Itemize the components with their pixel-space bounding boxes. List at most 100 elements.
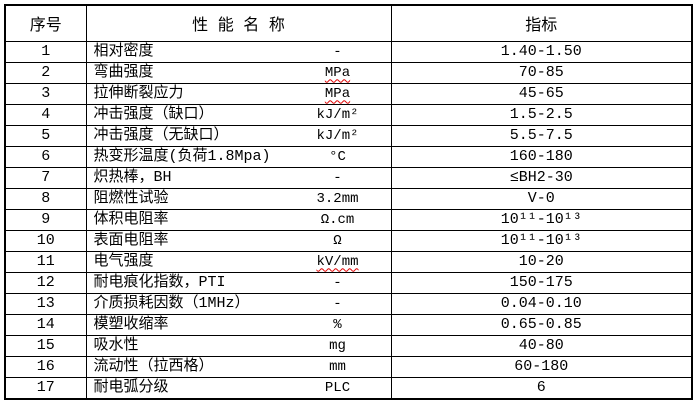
value-label: ≤BH2-30 (509, 168, 573, 186)
name-unit-wrapper: 热变形温度(负荷1.8Mpa) °C (87, 147, 390, 166)
unit-label: Ω.cm (320, 211, 355, 228)
name-unit-wrapper: 弯曲强度 MPa (87, 63, 390, 82)
row-number: 4 (41, 105, 51, 123)
cell-value: 5.5-7.5 (390, 124, 693, 147)
property-name-label: 介质损耗因数（1MHz） (93, 294, 250, 312)
table-row: 13 介质损耗因数（1MHz） - 0.04-0.10 (4, 292, 693, 315)
property-name-label: 吸水性 (93, 336, 139, 354)
table-header: 序号 性 能 名 称 指标 (4, 4, 693, 42)
table-row: 8 阻燃性试验 3.2mm V-0 (4, 187, 693, 210)
header-index-label: 序号 (29, 17, 62, 36)
table-row: 2 弯曲强度 MPa 70-85 (4, 61, 693, 84)
spec-table: 序号 性 能 名 称 指标 1 相对密度 - 1.40-1.50 (4, 4, 693, 400)
cell-name-unit: 电气强度 kV/mm (85, 250, 392, 273)
property-name-label: 弯曲强度 (93, 63, 154, 81)
row-number: 5 (41, 126, 51, 144)
row-number: 3 (41, 84, 51, 102)
unit-label: MPa (324, 64, 351, 81)
cell-name-unit: 体积电阻率 Ω.cm (85, 208, 392, 231)
property-name-label: 模塑收缩率 (93, 315, 169, 333)
unit-label: kV/mm (316, 253, 359, 270)
table-row: 10 表面电阻率 Ω 10¹¹-10¹³ (4, 229, 693, 252)
cell-value: V-0 (390, 187, 693, 210)
table-row: 4 冲击强度（缺口） kJ/m² 1.5-2.5 (4, 103, 693, 126)
row-number: 2 (41, 63, 51, 81)
cell-value: 0.04-0.10 (390, 292, 693, 315)
cell-name-unit: 耐电痕化指数，PTI - (85, 271, 392, 294)
value-label: V-0 (527, 189, 555, 207)
property-name-label: 耐电痕化指数，PTI (93, 273, 226, 291)
value-label: 60-180 (514, 357, 569, 375)
header-value-label: 指标 (525, 17, 558, 36)
cell-value: 6 (390, 376, 693, 399)
cell-index: 16 (4, 355, 87, 378)
header-cell-name: 性 能 名 称 (85, 4, 392, 42)
name-unit-wrapper: 模塑收缩率 % (87, 315, 390, 334)
table-row: 16 流动性（拉西格） mm 60-180 (4, 355, 693, 378)
property-name-label: 炽热棒，BH (93, 168, 172, 186)
table-row: 15 吸水性 mg 40-80 (4, 334, 693, 357)
value-label: 150-175 (509, 273, 573, 291)
name-unit-wrapper: 耐电痕化指数，PTI - (87, 273, 390, 292)
cell-index: 13 (4, 292, 87, 315)
table-row: 3 拉伸断裂应力 MPa 45-65 (4, 82, 693, 105)
name-unit-wrapper: 电气强度 kV/mm (87, 252, 390, 271)
value-label: 10-20 (518, 252, 564, 270)
unit-label: - (333, 295, 342, 312)
value-label: 10¹¹-10¹³ (500, 231, 582, 249)
cell-value: 40-80 (390, 334, 693, 357)
value-label: 1.40-1.50 (500, 42, 582, 60)
unit-label: MPa (324, 85, 351, 102)
value-label: 0.65-0.85 (500, 315, 582, 333)
cell-index: 15 (4, 334, 87, 357)
unit-label: 3.2mm (316, 190, 359, 207)
unit-label: PLC (324, 379, 351, 396)
cell-index: 10 (4, 229, 87, 252)
cell-name-unit: 耐电弧分级 PLC (85, 376, 392, 399)
row-number: 14 (36, 315, 55, 333)
cell-index: 7 (4, 166, 87, 189)
cell-index: 1 (4, 40, 87, 63)
row-number: 15 (36, 336, 55, 354)
property-name-label: 相对密度 (93, 42, 154, 60)
cell-name-unit: 相对密度 - (85, 40, 392, 63)
header-cell-index: 序号 (4, 4, 87, 42)
unit-label: - (333, 169, 342, 186)
property-name-label: 冲击强度（缺口） (93, 105, 214, 123)
name-unit-wrapper: 耐电弧分级 PLC (87, 378, 390, 398)
property-name-label: 拉伸断裂应力 (93, 84, 184, 102)
value-label: 0.04-0.10 (500, 294, 582, 312)
value-label: 160-180 (509, 147, 573, 165)
cell-name-unit: 拉伸断裂应力 MPa (85, 82, 392, 105)
cell-value: 150-175 (390, 271, 693, 294)
header-row: 序号 性 能 名 称 指标 (4, 4, 693, 42)
cell-value: 70-85 (390, 61, 693, 84)
name-unit-wrapper: 冲击强度（无缺口） kJ/m² (87, 126, 390, 145)
name-unit-wrapper: 介质损耗因数（1MHz） - (87, 294, 390, 313)
name-unit-wrapper: 阻燃性试验 3.2mm (87, 189, 390, 208)
cell-index: 2 (4, 61, 87, 84)
cell-value: 1.40-1.50 (390, 40, 693, 63)
row-number: 11 (36, 252, 55, 270)
row-number: 16 (36, 357, 55, 375)
row-number: 17 (36, 378, 55, 396)
cell-value: 45-65 (390, 82, 693, 105)
cell-name-unit: 流动性（拉西格） mm (85, 355, 392, 378)
row-number: 8 (41, 189, 51, 207)
cell-index: 12 (4, 271, 87, 294)
unit-label: °C (329, 148, 346, 165)
unit-label: Ω (333, 232, 342, 249)
table-row: 9 体积电阻率 Ω.cm 10¹¹-10¹³ (4, 208, 693, 231)
row-number: 9 (41, 210, 51, 228)
table-row: 1 相对密度 - 1.40-1.50 (4, 40, 693, 63)
cell-value: 1.5-2.5 (390, 103, 693, 126)
unit-label: - (333, 274, 342, 291)
cell-index: 6 (4, 145, 87, 168)
cell-name-unit: 冲击强度（缺口） kJ/m² (85, 103, 392, 126)
cell-name-unit: 阻燃性试验 3.2mm (85, 187, 392, 210)
cell-name-unit: 表面电阻率 Ω (85, 229, 392, 252)
cell-name-unit: 炽热棒，BH - (85, 166, 392, 189)
cell-value: 10¹¹-10¹³ (390, 208, 693, 231)
cell-name-unit: 冲击强度（无缺口） kJ/m² (85, 124, 392, 147)
